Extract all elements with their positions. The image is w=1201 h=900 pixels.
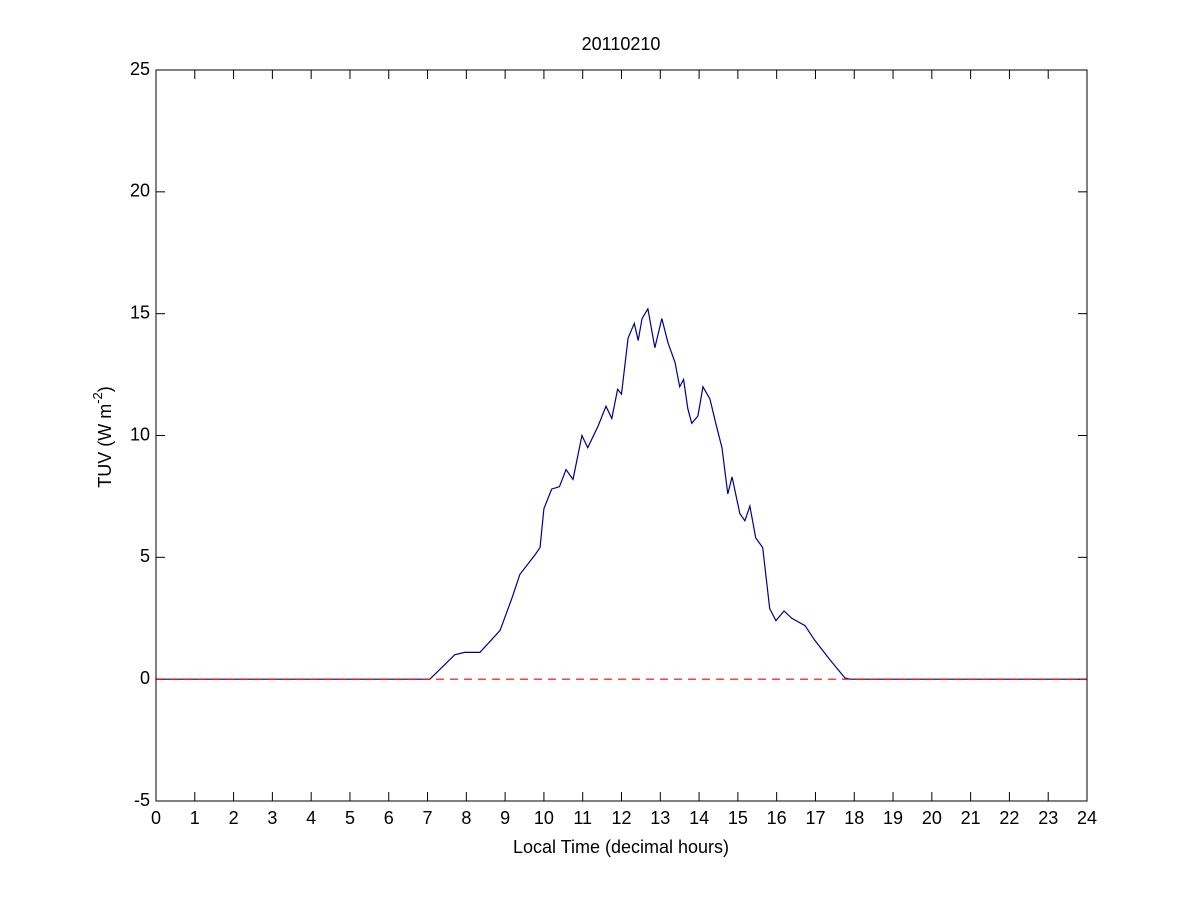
x-tick-label: 13 xyxy=(650,808,670,828)
x-tick-label: 15 xyxy=(728,808,748,828)
x-tick-label: 23 xyxy=(1038,808,1058,828)
x-tick-label: 9 xyxy=(500,808,510,828)
x-tick-label: 22 xyxy=(999,808,1019,828)
y-axis-label: TUV (W m-2) xyxy=(90,386,114,488)
x-tick-label: 21 xyxy=(961,808,981,828)
x-tick-label: 3 xyxy=(267,808,277,828)
x-tick-label: 7 xyxy=(423,808,433,828)
y-tick-label: 20 xyxy=(130,181,150,201)
x-tick-label: 1 xyxy=(190,808,200,828)
x-tick-label: 12 xyxy=(611,808,631,828)
y-label-superscript: -2 xyxy=(90,392,105,404)
x-tick-label: 16 xyxy=(767,808,787,828)
data-line xyxy=(156,307,1087,680)
y-tick-label: 25 xyxy=(130,59,150,79)
x-tick-label: 18 xyxy=(844,808,864,828)
y-tick-label: 5 xyxy=(140,546,150,566)
chart-title: 20110210 xyxy=(582,34,661,54)
x-tick-label: 17 xyxy=(805,808,825,828)
x-tick-label: 24 xyxy=(1077,808,1097,828)
x-tick-label: 2 xyxy=(229,808,239,828)
x-tick-label: 6 xyxy=(384,808,394,828)
plot-frame xyxy=(155,69,1088,802)
y-label-text-end: ) xyxy=(95,386,115,392)
x-tick-label: 20 xyxy=(922,808,942,828)
y-tick-label: 10 xyxy=(130,424,150,444)
y-tick-label: 0 xyxy=(140,668,150,688)
x-tick-label: 10 xyxy=(534,808,554,828)
x-tick-label: 0 xyxy=(151,808,161,828)
y-tick-label: 15 xyxy=(130,302,150,322)
x-tick-label: 4 xyxy=(306,808,316,828)
x-tick-label: 5 xyxy=(345,808,355,828)
x-axis-label: Local Time (decimal hours) xyxy=(513,837,729,857)
x-tick-label: 11 xyxy=(573,808,592,828)
y-tick-label: -5 xyxy=(134,790,150,810)
x-tick-label: 8 xyxy=(461,808,471,828)
y-label-text: TUV (W m xyxy=(95,404,115,488)
x-tick-label: 19 xyxy=(883,808,903,828)
x-tick-label: 14 xyxy=(689,808,709,828)
